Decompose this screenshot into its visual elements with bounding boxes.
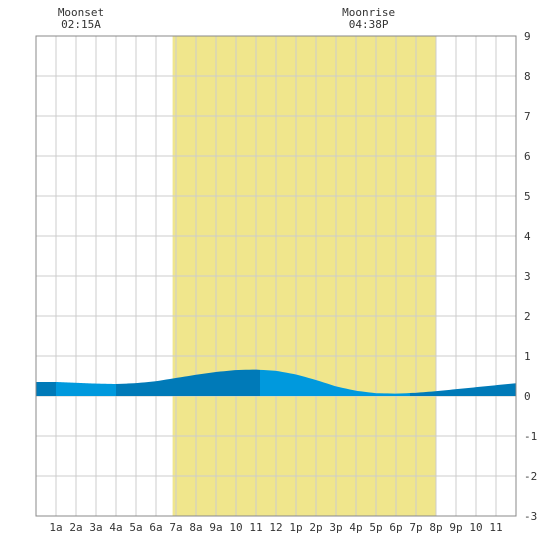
x-tick-label: 3p (329, 521, 342, 534)
x-tick-label: 5p (369, 521, 382, 534)
x-tick-label: 1p (289, 521, 302, 534)
x-tick-label: 2p (309, 521, 322, 534)
x-tick-label: 11 (249, 521, 262, 534)
x-tick-label: 5a (129, 521, 142, 534)
plot-border (35, 35, 517, 517)
x-tick-label: 12 (269, 521, 282, 534)
y-tick-label: -1 (524, 430, 537, 443)
x-tick-label: 8p (429, 521, 442, 534)
y-tick-label: 4 (524, 230, 531, 243)
y-tick-label: 9 (524, 30, 531, 43)
event-label: Moonrise (342, 6, 395, 19)
tide-area-segment (36, 382, 56, 396)
x-tick-label: 9a (209, 521, 222, 534)
x-tick-label: 11 (489, 521, 502, 534)
tide-area-segment (116, 369, 260, 396)
x-tick-label: 6p (389, 521, 402, 534)
x-tick-label: 1a (49, 521, 62, 534)
x-tick-label: 8a (189, 521, 202, 534)
y-tick-label: 3 (524, 270, 531, 283)
x-tick-label: 2a (69, 521, 82, 534)
y-tick-label: -3 (524, 510, 537, 523)
event-time: 02:15A (61, 18, 101, 31)
x-tick-label: 6a (149, 521, 162, 534)
tide-area-segment (260, 369, 410, 396)
y-tick-label: 1 (524, 350, 531, 363)
x-tick-label: 10 (469, 521, 482, 534)
tide-area-segment (410, 383, 516, 396)
x-tick-label: 9p (449, 521, 462, 534)
y-tick-label: 7 (524, 110, 531, 123)
event-time: 04:38P (349, 18, 389, 31)
x-tick-label: 10 (229, 521, 242, 534)
y-tick-label: -2 (524, 470, 537, 483)
tide-area-segment (56, 382, 116, 396)
x-tick-label: 7p (409, 521, 422, 534)
event-label: Moonset (58, 6, 104, 19)
y-tick-label: 6 (524, 150, 531, 163)
y-tick-label: 2 (524, 310, 531, 323)
x-tick-label: 7a (169, 521, 182, 534)
y-tick-label: 5 (524, 190, 531, 203)
y-tick-label: 0 (524, 390, 531, 403)
y-tick-label: 8 (524, 70, 531, 83)
x-tick-label: 4a (109, 521, 122, 534)
x-tick-label: 3a (89, 521, 102, 534)
x-tick-label: 4p (349, 521, 362, 534)
